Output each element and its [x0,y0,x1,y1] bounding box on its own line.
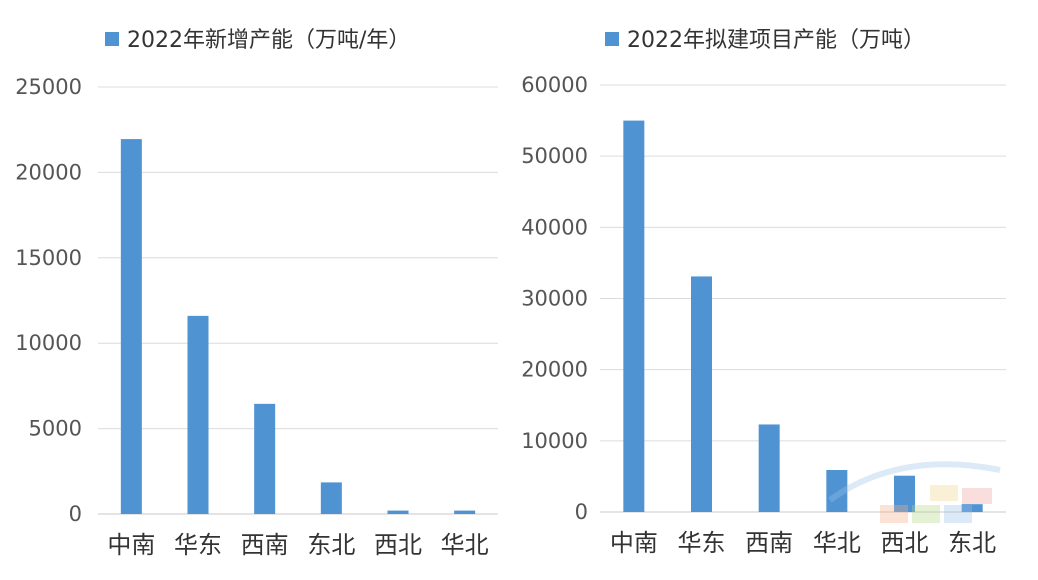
bar-华东 [187,315,209,514]
legend-label-left: 2022年新增产能（万吨/年） [127,28,410,53]
yticks-right: 0 10000 20000 30000 40000 50000 60000 [521,73,588,524]
y-tick-label: 60000 [521,73,588,97]
x-tick-label: 中南 [610,529,658,557]
watermark-logo [828,461,1001,523]
xticks-right: 中南 华东 西南 华北 西北 东北 [610,529,996,557]
x-tick-label: 西南 [241,531,289,559]
grid-left [98,86,498,515]
chart-right: 2022年拟建项目产能（万吨） 0 10000 20000 30000 40000 500… [521,28,1006,557]
y-tick-label: 40000 [521,215,588,239]
y-tick-label: 5000 [29,417,82,441]
x-tick-label: 华东 [678,529,726,557]
y-tick-label: 0 [69,502,82,526]
x-tick-label: 东北 [307,531,355,559]
bars-left [120,139,476,514]
x-tick-label: 东北 [948,529,996,557]
legend-swatch-right [605,32,619,46]
bar-华北 [454,510,476,514]
y-tick-label: 10000 [15,331,82,355]
y-tick-label: 20000 [521,358,588,382]
y-tick-label: 50000 [521,144,588,168]
bar-华东 [691,276,712,512]
y-tick-label: 0 [575,500,588,524]
y-tick-label: 30000 [521,287,588,311]
y-tick-label: 10000 [521,429,588,453]
grid-right [600,84,1006,513]
legend-label-right: 2022年拟建项目产能（万吨） [627,28,925,53]
bar-中南 [623,120,645,512]
bar-西北 [894,475,915,512]
x-tick-label: 西南 [745,529,793,557]
bar-中南 [120,139,142,514]
x-tick-label: 华东 [174,531,222,559]
x-tick-label: 华北 [813,529,861,557]
bar-东北 [961,504,983,512]
x-tick-label: 华北 [441,531,489,559]
y-tick-label: 20000 [15,160,82,184]
bar-西南 [254,403,276,514]
xticks-left: 中南 华东 西南 东北 西北 华北 [107,531,488,559]
y-tick-label: 15000 [15,246,82,270]
bars-right [623,120,983,512]
x-tick-label: 西北 [881,529,929,557]
x-tick-label: 中南 [107,531,155,559]
y-tick-label: 25000 [15,75,82,99]
chart-left: 2022年新增产能（万吨/年） 0 5000 10000 15000 20000 2500… [15,28,498,559]
x-tick-label: 西北 [374,531,422,559]
bar-西北 [387,510,409,514]
bar-东北 [320,482,342,514]
legend-swatch-left [105,32,119,46]
yticks-left: 0 5000 10000 15000 20000 25000 [15,75,82,526]
bar-华北 [826,470,848,512]
bar-西南 [758,424,780,512]
